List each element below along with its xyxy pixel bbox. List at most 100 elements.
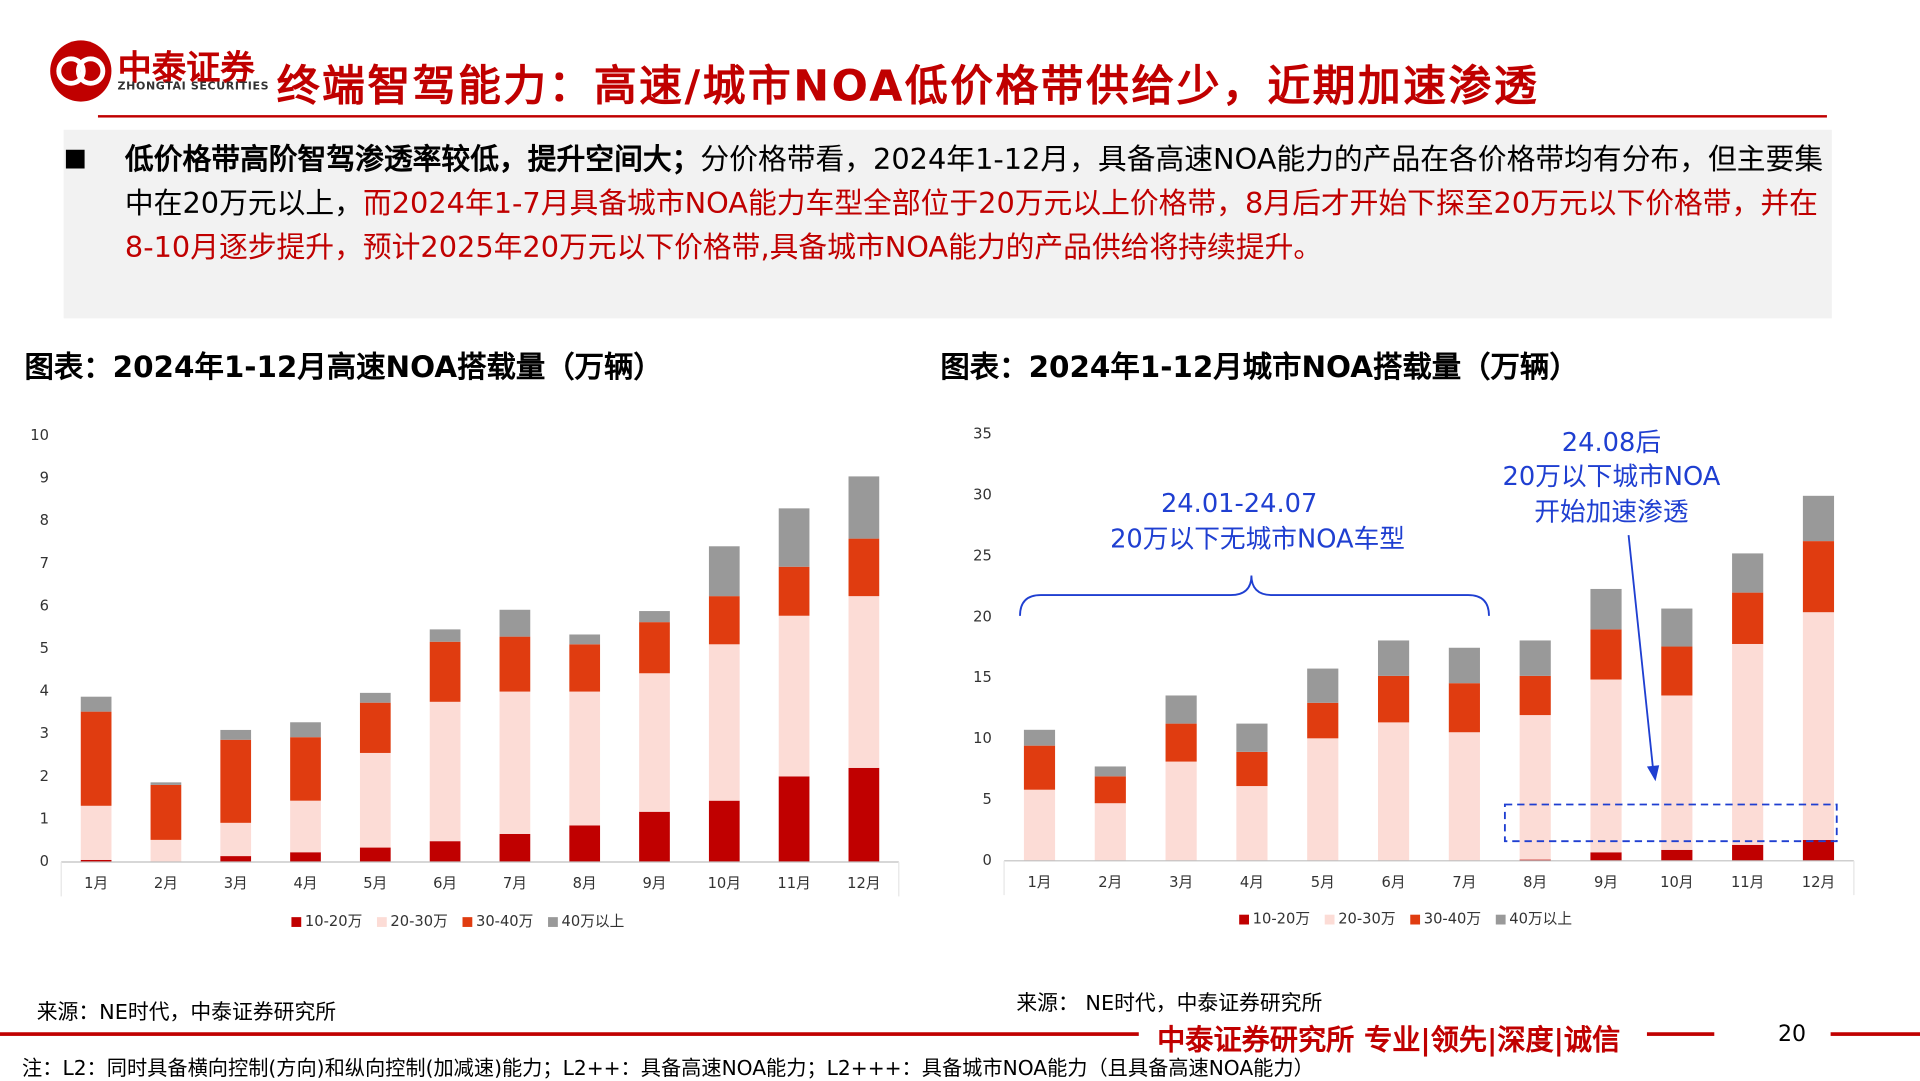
- y-tick-label: 10: [30, 427, 49, 444]
- x-tick-label: 5月: [1311, 874, 1335, 891]
- bar-segment: [1732, 844, 1764, 861]
- bar-segment: [1802, 612, 1835, 840]
- y-tick-label: 5: [982, 791, 991, 808]
- y-tick-label: 3: [40, 725, 49, 742]
- y-tick-label: 0: [982, 852, 991, 869]
- bar-segment: [499, 691, 531, 834]
- bar-segment: [708, 546, 740, 597]
- highlight-box: [1503, 803, 1838, 843]
- y-tick-label: 35: [973, 426, 992, 443]
- bar-segment: [1732, 553, 1764, 593]
- bar-segment: [1732, 643, 1764, 845]
- legend-label: 20-30万: [1338, 911, 1395, 928]
- footer-rule: [1646, 1032, 1715, 1036]
- x-tick-label: 5月: [363, 875, 387, 892]
- bar-segment: [1519, 715, 1551, 860]
- chart-title: 图表：2024年1-12月高速NOA搭载量（万辆）: [24, 350, 663, 385]
- bar-segment: [80, 711, 112, 806]
- legend-label: 10-20万: [305, 913, 362, 930]
- legend-swatch: [1324, 914, 1335, 925]
- bar-segment: [1377, 675, 1410, 723]
- bar-segment: [1732, 592, 1764, 644]
- bar-segment: [150, 839, 182, 863]
- bar-segment: [1094, 776, 1126, 804]
- footer-rule: [1830, 1032, 1920, 1036]
- bar-segment: [778, 615, 810, 777]
- footer-slogan: 中泰证券研究所 专业|领先|深度|诚信: [1157, 1024, 1621, 1057]
- bar-segment: [429, 841, 461, 863]
- x-tick-label: 6月: [433, 875, 457, 892]
- source: 来源：NE时代，中泰证券研究所: [36, 1000, 337, 1025]
- bar-segment: [429, 641, 461, 702]
- bar-segment: [150, 782, 182, 785]
- bar-segment: [499, 636, 531, 692]
- source: 来源： NE时代，中泰证券研究所: [1016, 991, 1323, 1017]
- bar-segment: [1661, 646, 1693, 696]
- bar-segment: [1236, 786, 1268, 861]
- bar-segment: [429, 629, 461, 642]
- x-tick-label: 4月: [1240, 874, 1264, 891]
- arrow-head: [1646, 765, 1660, 782]
- bar-segment: [80, 805, 112, 860]
- bar-segment: [290, 722, 321, 738]
- bullet-body: 分价格带看，2024年1-12月，具备高速NOA能力的产品在各价格带均有分布，但…: [124, 142, 1824, 221]
- annotation: 20万以下无城市NOA车型: [1110, 525, 1405, 555]
- y-tick-label: 9: [40, 470, 49, 487]
- bar-segment: [1165, 761, 1197, 861]
- annotation: 20万以下城市NOA: [1503, 462, 1721, 492]
- bar-segment: [848, 476, 880, 539]
- bar-segment: [1307, 668, 1339, 703]
- logo-subtext: ZHONGTAI SECURITIES: [117, 80, 270, 94]
- bar-segment: [290, 737, 321, 801]
- x-tick-label: 1月: [1027, 874, 1051, 891]
- legend-swatch: [548, 917, 558, 927]
- bar-segment: [639, 673, 670, 812]
- y-tick-label: 15: [973, 669, 992, 686]
- page-number: 20: [1777, 1021, 1807, 1047]
- bar-segment: [1519, 640, 1551, 676]
- bar-segment: [1165, 695, 1197, 724]
- bar-segment: [1023, 745, 1056, 790]
- legend-swatch: [462, 917, 473, 927]
- footnote: 注：L2：同时具备横向控制(方向)和纵向控制(加减速)能力；L2++：具备高速N…: [22, 1056, 1314, 1081]
- legend-label: 30-40万: [1424, 911, 1481, 928]
- legend-swatch: [291, 917, 302, 927]
- bar-segment: [1236, 751, 1268, 787]
- bar-segment: [778, 776, 810, 863]
- bar-segment: [778, 566, 810, 616]
- arrow: [1627, 535, 1654, 770]
- x-tick-label: 11月: [1731, 874, 1764, 891]
- legend-label: 20-30万: [390, 913, 447, 930]
- bar-segment: [708, 800, 740, 863]
- bar-segment: [220, 856, 252, 863]
- bar-segment: [1165, 723, 1197, 762]
- y-tick-label: 20: [973, 608, 992, 625]
- bar-segment: [499, 833, 531, 863]
- bar-segment: [290, 800, 321, 853]
- x-tick-label: 11月: [777, 875, 810, 892]
- bar-segment: [220, 822, 252, 857]
- x-tick-label: 10月: [708, 875, 741, 892]
- x-tick-label: 8月: [1523, 874, 1547, 891]
- bullet-text: 低价格带高阶智驾渗透率较低，提升空间大；分价格带看，2024年1-12月，具备高…: [125, 137, 1839, 269]
- bar-segment: [1590, 588, 1622, 630]
- bar-segment: [1590, 629, 1622, 680]
- x-tick-label: 12月: [847, 875, 880, 892]
- title-rule: [97, 115, 1827, 118]
- y-tick-label: 1: [40, 810, 49, 827]
- bar-segment: [1236, 723, 1268, 752]
- bar-segment: [1590, 852, 1622, 861]
- legend-label: 40万以上: [562, 913, 625, 930]
- bar-segment: [569, 634, 601, 645]
- bar-segment: [1307, 738, 1339, 861]
- y-tick-label: 30: [973, 487, 992, 504]
- bar-segment: [778, 508, 810, 567]
- bar-segment: [1661, 608, 1693, 647]
- bar-segment: [150, 784, 182, 840]
- bar-segment: [1661, 695, 1693, 850]
- bar-segment: [1802, 495, 1835, 542]
- bar-segment: [1590, 679, 1622, 853]
- bar-segment: [639, 622, 670, 674]
- bar-segment: [569, 825, 601, 863]
